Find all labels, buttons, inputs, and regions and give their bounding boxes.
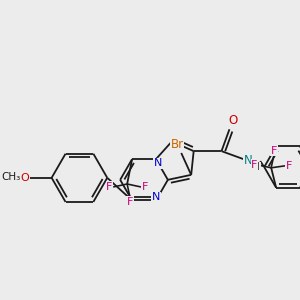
- Text: H: H: [252, 162, 260, 172]
- Text: N: N: [244, 154, 253, 166]
- Text: CH₃: CH₃: [1, 172, 20, 182]
- Text: Br: Br: [171, 137, 184, 151]
- Text: F: F: [127, 197, 133, 207]
- Text: N: N: [154, 158, 162, 168]
- Text: F: F: [106, 182, 112, 192]
- Text: F: F: [142, 182, 148, 192]
- Text: F: F: [286, 161, 292, 171]
- Text: N: N: [152, 193, 160, 202]
- Text: F: F: [251, 160, 257, 170]
- Text: O: O: [229, 114, 238, 127]
- Text: F: F: [271, 146, 277, 156]
- Text: O: O: [20, 173, 29, 183]
